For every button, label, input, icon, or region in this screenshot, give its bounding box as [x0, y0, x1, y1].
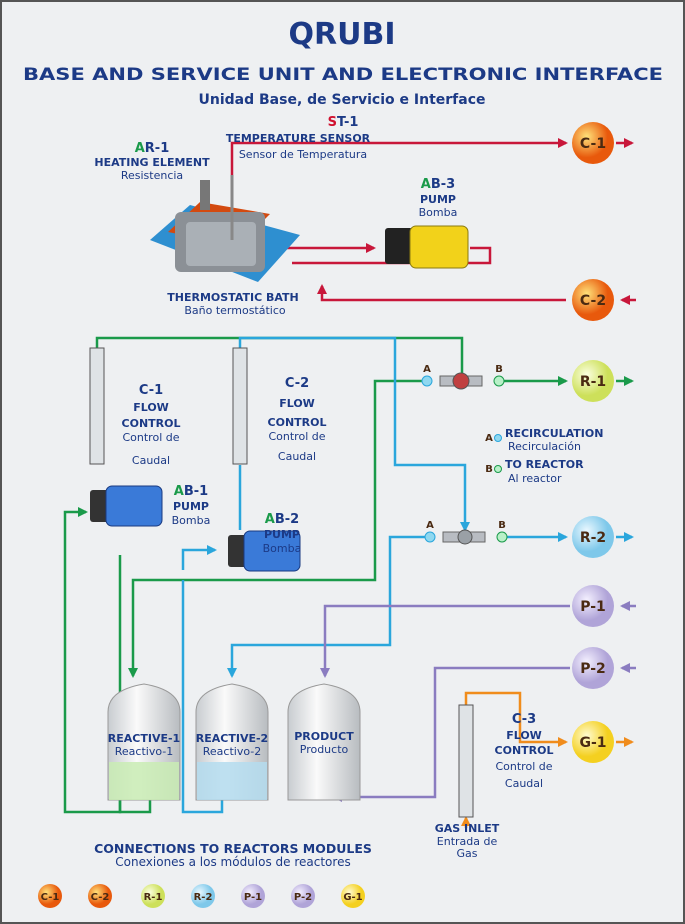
connector-label: P-2 [580, 661, 606, 677]
valve-port: B [495, 364, 503, 375]
flow-c3-code: C-3 [512, 712, 536, 727]
gas-inlet-label: GAS INLET [435, 822, 500, 835]
flow-c1-line: Control de [122, 431, 179, 444]
tank-label: REACTIVE-1 [108, 732, 180, 745]
sensor-label-es: Sensor de Temperatura [239, 148, 367, 161]
pump-ab2-label-es: Bomba [263, 542, 302, 555]
page: QRUBI BASE AND SERVICE UNIT AND ELECTRON… [0, 0, 685, 924]
tank-label-es: Producto [300, 743, 349, 756]
shape [459, 705, 473, 817]
heating-element-label-es: Resistencia [121, 169, 183, 182]
flow-c3-line: Caudal [505, 777, 543, 790]
title: QRUBI [289, 17, 396, 52]
legend-label: TO REACTOR [505, 458, 584, 471]
code-prefix: A [174, 484, 184, 499]
shape [106, 486, 162, 526]
pump-ab3-label: PUMP [420, 193, 456, 206]
flow-c1-line: CONTROL [122, 417, 181, 430]
connector-label: G-1 [579, 735, 606, 751]
connector-shape [495, 435, 502, 442]
subtitle-es: Unidad Base, de Servicio e Interface [199, 92, 486, 108]
shape [233, 348, 247, 464]
module-label: P-1 [244, 892, 262, 903]
module-label: R-1 [144, 892, 163, 903]
shape [200, 180, 210, 210]
shape [90, 348, 104, 464]
valve-port: A [426, 520, 434, 531]
bath-label-es: Baño termostático [184, 304, 286, 317]
pump-ab1-label-es: Bomba [172, 514, 211, 527]
connector-shape [494, 376, 504, 386]
flow-c1-line: FLOW [133, 401, 169, 414]
flow-c3-line: CONTROL [495, 744, 554, 757]
connector-shape [453, 373, 469, 389]
tank-label: REACTIVE-2 [196, 732, 268, 745]
flow-c2-line: Control de [268, 430, 325, 443]
tank-label-es: Reactivo-2 [203, 745, 262, 758]
heating-element-code: AR-1 [135, 141, 170, 156]
pump-ab2-label: PUMP [264, 528, 300, 541]
shape [385, 228, 413, 264]
pump-ab3-label-es: Bomba [419, 206, 458, 219]
diagram: QRUBI BASE AND SERVICE UNIT AND ELECTRON… [0, 0, 685, 924]
flow-c1-line: Caudal [132, 454, 170, 467]
shape [410, 226, 468, 268]
footer-title-es: Conexiones a los módulos de reactores [115, 855, 350, 869]
subtitle: BASE AND SERVICE UNIT AND ELECTRONIC INT… [23, 65, 663, 85]
sensor-code: ST-1 [328, 115, 359, 130]
connector-shape [497, 532, 507, 542]
module-label: R-2 [194, 892, 213, 903]
flow-c2-line: CONTROL [268, 416, 327, 429]
flow-c2-line: FLOW [279, 397, 315, 410]
connector-shape [422, 376, 432, 386]
shape [186, 222, 256, 266]
shape [109, 762, 179, 800]
code-prefix: A [265, 512, 275, 527]
pump-ab3-code: AB-3 [421, 177, 455, 192]
pump-ab2-code: AB-2 [265, 512, 299, 527]
code: R-1 [145, 141, 169, 156]
legend-label: RECIRCULATION [505, 427, 603, 440]
sensor-label: TEMPERATURE SENSOR [226, 132, 371, 145]
flow-c3-line: FLOW [506, 729, 542, 742]
tank-label: PRODUCT [294, 730, 354, 743]
footer-title: CONNECTIONS TO REACTORS MODULES [94, 841, 372, 856]
pump-ab1-code: AB-1 [174, 484, 208, 499]
code-prefix: A [135, 141, 145, 156]
valve-port: B [498, 520, 506, 531]
flow-c2-line: Caudal [278, 450, 316, 463]
connector-label: C-1 [580, 136, 606, 152]
heating-element-label: HEATING ELEMENT [94, 156, 210, 169]
pump-ab1-label: PUMP [173, 500, 209, 513]
module-label: C-1 [41, 892, 60, 903]
module-label: C-2 [91, 892, 110, 903]
connector-label: P-1 [580, 599, 606, 615]
code-prefix: A [421, 177, 431, 192]
connector-label: R-1 [580, 374, 606, 390]
shape [197, 762, 267, 800]
connector-shape [425, 532, 435, 542]
bath-label: THERMOSTATIC BATH [167, 291, 298, 304]
legend-key: A [485, 433, 493, 444]
code: T-1 [337, 115, 358, 130]
code: B-2 [275, 512, 299, 527]
valve-port: A [423, 364, 431, 375]
code-prefix: S [328, 115, 337, 130]
flow-c3-line: Control de [495, 760, 552, 773]
connector-shape [495, 466, 502, 473]
code: B-3 [431, 177, 455, 192]
connector-label: C-2 [580, 293, 606, 309]
module-label: P-2 [294, 892, 312, 903]
legend-label-es: Al reactor [508, 472, 562, 485]
gas-inlet-line: Gas [457, 847, 478, 860]
flow-c2-code: C-2 [285, 376, 309, 391]
module-label: G-1 [343, 892, 362, 903]
tank-label-es: Reactivo-1 [115, 745, 174, 758]
legend-key: B [485, 464, 493, 475]
legend-label-es: Recirculación [508, 440, 581, 453]
flow-c1-code: C-1 [139, 383, 163, 398]
connector-shape [458, 530, 472, 544]
code: B-1 [184, 484, 208, 499]
connector-label: R-2 [580, 530, 606, 546]
